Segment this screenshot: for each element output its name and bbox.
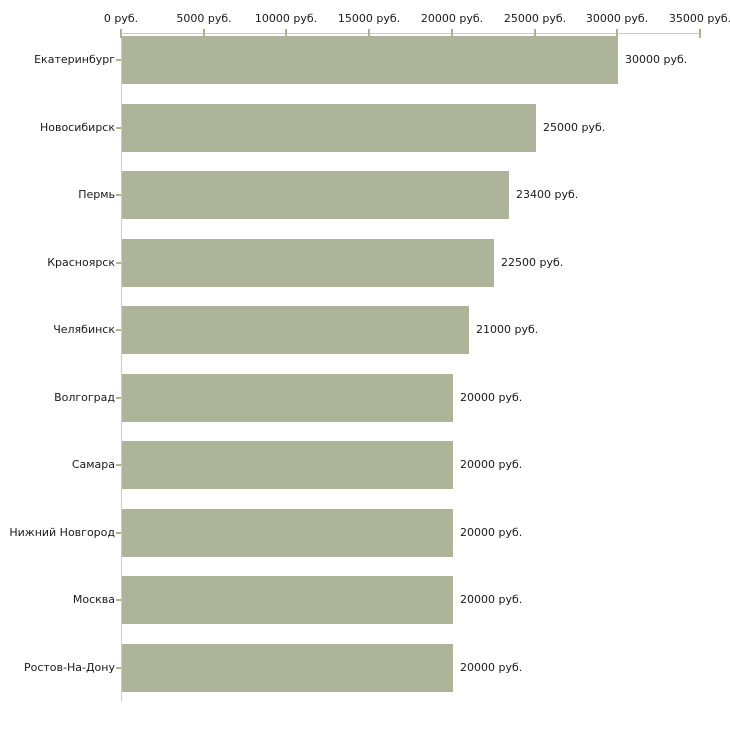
y-axis-tick [116, 667, 121, 669]
x-axis-tick [368, 29, 370, 38]
bar [122, 509, 453, 557]
x-axis-tick [451, 29, 453, 38]
y-axis-tick [116, 194, 121, 196]
y-axis-tick [116, 127, 121, 129]
y-axis-tick [116, 397, 121, 399]
x-axis-tick [534, 29, 536, 38]
bar [122, 374, 453, 422]
category-label: Челябинск [53, 323, 115, 336]
x-axis-tick [120, 29, 122, 38]
x-axis-tick-label: 25000 руб. [503, 12, 567, 25]
x-axis-tick [699, 29, 701, 38]
bar [122, 306, 469, 354]
value-label: 20000 руб. [460, 391, 523, 404]
category-label: Новосибирск [39, 121, 115, 134]
category-label: Волгоград [54, 391, 115, 404]
value-label: 25000 руб. [543, 121, 606, 134]
y-axis-tick [116, 599, 121, 601]
x-axis-line [121, 33, 701, 34]
bar [122, 36, 618, 84]
category-label: Ростов-На-Дону [23, 661, 115, 674]
x-axis-tick [203, 29, 205, 38]
value-label: 21000 руб. [476, 323, 539, 336]
category-label: Нижний Новгород [9, 526, 115, 539]
category-label: Пермь [78, 188, 115, 201]
x-axis-tick-label: 20000 руб. [420, 12, 484, 25]
y-axis-line [121, 33, 122, 701]
x-axis-tick-label: 5000 руб. [176, 12, 232, 25]
x-axis-tick-label: 35000 руб. [668, 12, 730, 25]
bar [122, 644, 453, 692]
value-label: 22500 руб. [501, 256, 564, 269]
x-axis-tick [616, 29, 618, 38]
value-label: 23400 руб. [516, 188, 579, 201]
y-axis-tick [116, 262, 121, 264]
x-axis-tick-label: 15000 руб. [337, 12, 401, 25]
category-label: Самара [71, 458, 115, 471]
x-axis-tick-label: 0 руб. [103, 12, 139, 25]
bar [122, 104, 536, 152]
x-axis-tick-label: 30000 руб. [585, 12, 649, 25]
category-label: Москва [72, 593, 115, 606]
y-axis-tick [116, 532, 121, 534]
x-axis-tick-label: 10000 руб. [254, 12, 318, 25]
value-label: 20000 руб. [460, 593, 523, 606]
value-label: 20000 руб. [460, 661, 523, 674]
category-label: Красноярск [47, 256, 115, 269]
y-axis-tick [116, 59, 121, 61]
value-label: 30000 руб. [625, 53, 688, 66]
value-label: 20000 руб. [460, 526, 523, 539]
y-axis-tick [116, 329, 121, 331]
y-axis-tick [116, 464, 121, 466]
x-axis-tick [285, 29, 287, 38]
bar [122, 171, 509, 219]
value-label: 20000 руб. [460, 458, 523, 471]
bar [122, 239, 494, 287]
bar [122, 576, 453, 624]
category-label: Екатеринбург [34, 53, 115, 66]
bar [122, 441, 453, 489]
